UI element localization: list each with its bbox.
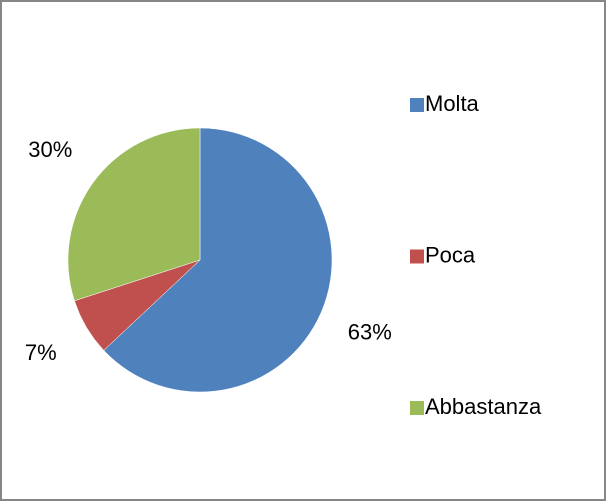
legend-label: Poca <box>425 242 476 267</box>
data-label: 7% <box>25 340 57 365</box>
data-label: 30% <box>28 137 72 162</box>
legend-label: Abbastanza <box>425 394 542 419</box>
pie-slice <box>103 127 333 393</box>
legend-swatch <box>410 249 424 264</box>
legend-swatch <box>410 401 424 415</box>
pie-slice <box>67 127 201 302</box>
data-label: 63% <box>348 319 392 344</box>
legend-label: Molta <box>425 91 480 116</box>
legend-swatch <box>410 98 424 112</box>
